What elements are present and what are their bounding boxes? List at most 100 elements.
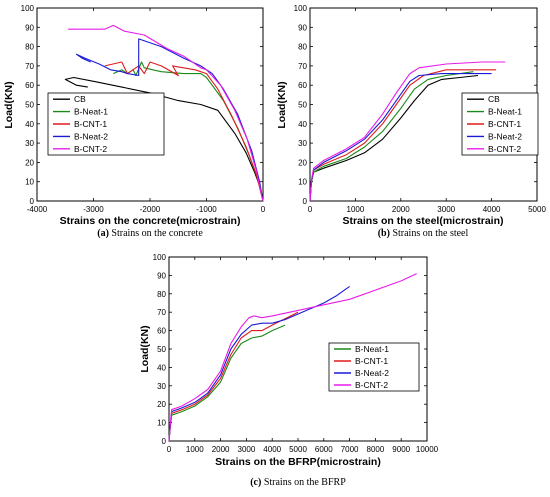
y-tick-label: 0	[162, 437, 167, 446]
caption-text: Strains on the BFRP	[261, 477, 346, 488]
legend-entry: B-Neat-1	[74, 107, 108, 117]
legend-entry: B-CNT-2	[74, 144, 107, 154]
x-tick-label: 0	[261, 205, 266, 214]
y-tick-label: 60	[157, 327, 166, 336]
y-tick-label: 40	[298, 120, 307, 129]
x-tick-label: 3000	[238, 445, 256, 454]
y-tick-label: 10	[298, 178, 307, 187]
x-axis-label: Strains on the concrete(microstrain)	[60, 215, 241, 227]
y-axis-label: Load(KN)	[139, 325, 151, 372]
x-tick-label: 4000	[483, 205, 501, 214]
y-axis-label: Load(KN)	[3, 81, 15, 128]
y-axis-label: Load(KN)	[276, 81, 288, 128]
x-tick-label: -4000	[27, 205, 48, 214]
y-tick-label: 10	[157, 419, 166, 428]
y-tick-label: 70	[25, 62, 34, 71]
x-tick-label: 7000	[341, 445, 359, 454]
legend-entry: B-CNT-1	[74, 119, 107, 129]
x-tick-label: 5000	[289, 445, 307, 454]
y-tick-label: 0	[303, 197, 308, 206]
y-tick-label: 50	[157, 345, 166, 354]
series-line-b-cnt-1	[104, 61, 264, 202]
legend: CB B-Neat-1 B-CNT-1 B-Neat-2 B-CNT-2	[461, 92, 539, 156]
series-line-b-neat-2	[168, 285, 350, 442]
y-tick-label: 20	[298, 158, 307, 167]
y-tick-label: 90	[298, 23, 307, 32]
x-tick-label: -1000	[196, 205, 217, 214]
series-line-b-neat-2	[75, 38, 264, 202]
y-tick-label: 100	[21, 4, 35, 13]
legend-entry: B-Neat-2	[74, 131, 108, 141]
legend: B-Neat-1 B-CNT-1 B-Neat-2 B-CNT-2	[328, 342, 420, 392]
y-tick-label: 20	[157, 400, 166, 409]
y-tick-label: 40	[25, 120, 34, 129]
caption-tag: (a)	[97, 228, 109, 239]
caption-text: Strains on the concrete	[109, 228, 203, 239]
x-tick-label: 8000	[367, 445, 385, 454]
x-tick-label: 0	[308, 205, 313, 214]
legend-entry: B-Neat-1	[355, 344, 389, 354]
series-line-cb	[64, 76, 264, 202]
caption-tag: (c)	[250, 477, 261, 488]
x-tick-label: 2000	[212, 445, 230, 454]
x-tick-label: 2000	[392, 205, 410, 214]
y-tick-label: 50	[298, 101, 307, 110]
y-tick-label: 30	[298, 139, 307, 148]
y-tick-label: 20	[25, 158, 34, 167]
series-line-b-cnt-2	[309, 61, 506, 202]
legend-entry: B-CNT-1	[355, 356, 388, 366]
legend-entry: CB	[74, 94, 86, 104]
y-tick-label: 10	[25, 178, 34, 187]
x-tick-label: 9000	[392, 445, 410, 454]
legend-entry: B-Neat-2	[488, 131, 522, 141]
chart-0: 0 10 20 30 40 50 60 70 80 90 100 -4000 -3000 -2000 -10…	[3, 4, 266, 239]
chart-caption: (c) Strains on the BFRP	[250, 477, 346, 488]
y-tick-label: 70	[298, 62, 307, 71]
x-axis-label: Strains on the steel(microstrain)	[342, 215, 503, 227]
x-tick-label: 3000	[437, 205, 455, 214]
legend-entry: CB	[488, 94, 500, 104]
y-tick-label: 40	[157, 363, 166, 372]
series-line-cb	[309, 74, 479, 202]
x-tick-label: -3000	[83, 205, 104, 214]
y-tick-label: 100	[153, 253, 167, 262]
x-tick-label: 6000	[315, 445, 333, 454]
legend-entry: B-CNT-1	[488, 119, 521, 129]
x-axis-label: Strains on the BFRP(microstrain)	[215, 456, 381, 468]
x-tick-label: 1000	[186, 445, 204, 454]
y-tick-label: 60	[25, 81, 34, 90]
x-tick-label: 1000	[347, 205, 365, 214]
series-line-b-neat-1	[168, 324, 286, 442]
x-tick-label: 4000	[263, 445, 281, 454]
legend: CB B-Neat-1 B-CNT-1 B-Neat-2 B-CNT-2	[47, 92, 165, 156]
y-tick-label: 0	[30, 197, 35, 206]
y-tick-label: 100	[294, 4, 308, 13]
series-line-b-cnt-2	[68, 24, 264, 202]
y-tick-label: 90	[157, 271, 166, 280]
legend-box	[328, 342, 420, 392]
chart-caption: (b) Strains on the steel	[378, 228, 469, 239]
y-tick-label: 60	[298, 81, 307, 90]
series-line-b-cnt-1	[168, 311, 299, 442]
x-tick-label: -2000	[140, 205, 161, 214]
y-tick-label: 80	[25, 43, 34, 52]
series-line-b-cnt-2	[168, 273, 417, 442]
legend-entry: B-CNT-2	[488, 144, 521, 154]
legend-entry: B-CNT-2	[355, 380, 388, 390]
y-tick-label: 30	[25, 139, 34, 148]
series-line-b-neat-1	[309, 71, 474, 202]
y-tick-label: 30	[157, 382, 166, 391]
y-tick-label: 70	[157, 308, 166, 317]
caption-text: Strains on the steel	[390, 228, 469, 239]
legend-entry: B-Neat-2	[355, 368, 389, 378]
y-tick-label: 80	[298, 43, 307, 52]
y-tick-label: 50	[25, 101, 34, 110]
caption-tag: (b)	[378, 228, 390, 239]
chart-caption: (a) Strains on the concrete	[97, 228, 203, 239]
x-tick-label: 5000	[528, 205, 546, 214]
x-tick-label: 0	[167, 445, 172, 454]
legend-entry: B-Neat-1	[488, 107, 522, 117]
